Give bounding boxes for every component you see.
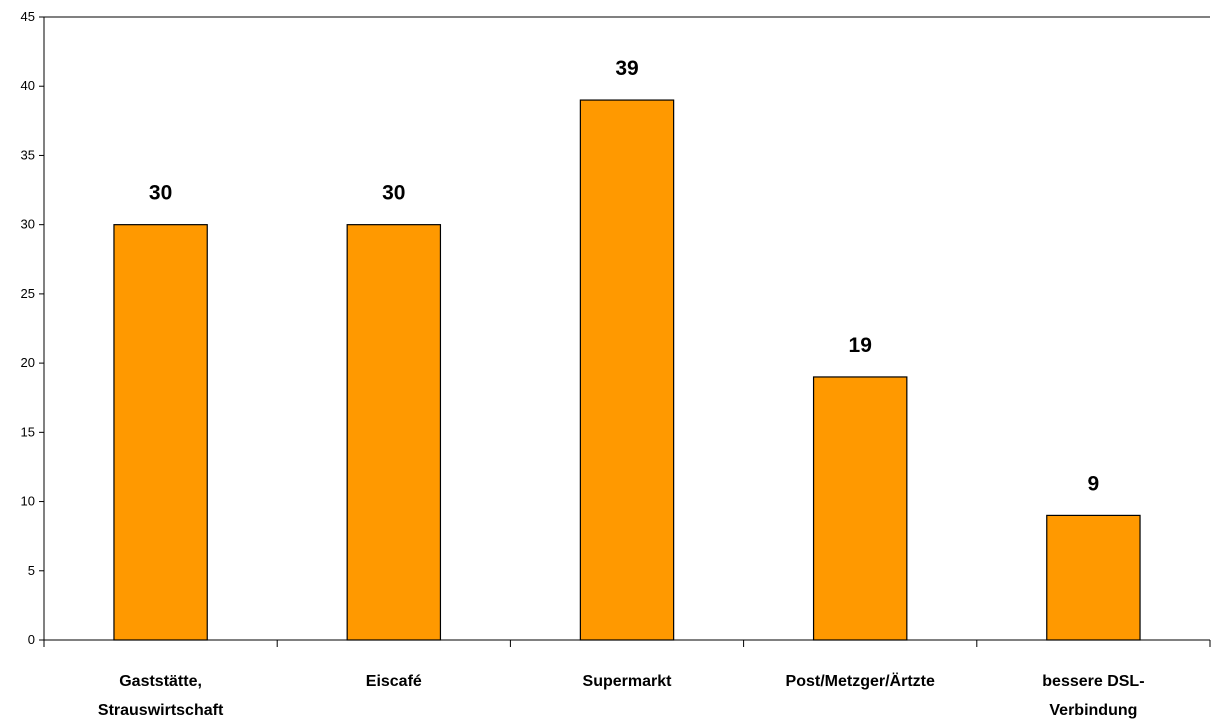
x-tick-label: Gaststätte, bbox=[119, 673, 202, 690]
y-tick-label: 20 bbox=[21, 355, 35, 370]
data-label: 30 bbox=[382, 182, 405, 205]
y-tick-label: 10 bbox=[21, 494, 35, 509]
bar bbox=[579, 99, 675, 641]
x-tick-label: Eiscafé bbox=[366, 673, 422, 690]
y-tick-label: 25 bbox=[21, 286, 35, 301]
x-axis bbox=[43, 639, 1211, 647]
y-tick-label: 15 bbox=[21, 424, 35, 439]
y-tick-label: 45 bbox=[21, 9, 35, 24]
data-labels: 30 30 39 19 9 bbox=[149, 57, 1099, 495]
y-tick-label: 35 bbox=[21, 147, 35, 162]
x-tick-label: Verbindung bbox=[1049, 702, 1137, 719]
x-tick-label: Supermarkt bbox=[583, 673, 673, 690]
bars bbox=[113, 99, 1141, 641]
data-label: 19 bbox=[849, 334, 872, 357]
bar bbox=[1046, 514, 1141, 641]
bar bbox=[113, 224, 208, 641]
x-tick-label: bessere DSL- bbox=[1042, 673, 1144, 690]
y-tick-label: 40 bbox=[21, 78, 35, 93]
x-tick-label: Strauswirtschaft bbox=[98, 702, 224, 719]
y-tick-label: 5 bbox=[28, 563, 35, 578]
data-label: 9 bbox=[1088, 472, 1100, 495]
data-label: 30 bbox=[149, 182, 172, 205]
x-tick-label: Post/Metzger/Ärtzte bbox=[786, 672, 935, 690]
data-label: 39 bbox=[615, 57, 638, 80]
y-axis: 0 5 10 15 20 25 30 35 40 45 bbox=[21, 9, 1210, 647]
bar bbox=[812, 376, 908, 641]
bar bbox=[346, 224, 442, 641]
y-tick-label: 0 bbox=[28, 632, 35, 647]
y-tick-label: 30 bbox=[21, 217, 35, 232]
category-labels: Gaststätte, Strauswirtschaft Eiscafé Superm… bbox=[98, 672, 1145, 719]
